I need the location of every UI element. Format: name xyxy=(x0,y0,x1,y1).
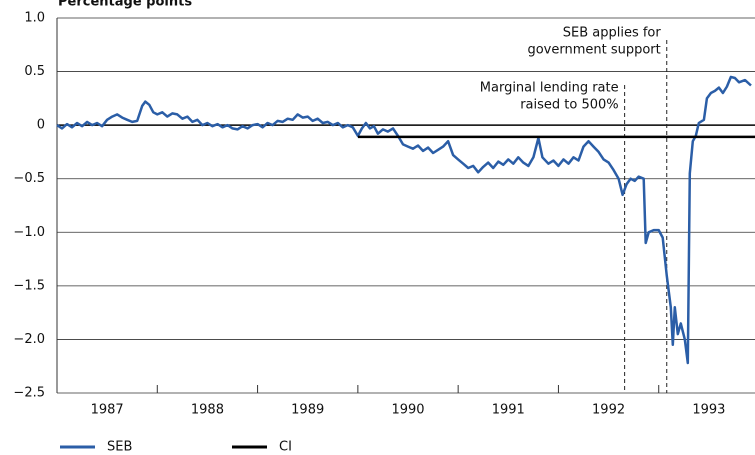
y-tick-label: −1.0 xyxy=(13,225,45,240)
x-tick-label: 1991 xyxy=(492,403,525,418)
y-tick-label: 0.5 xyxy=(24,64,45,79)
x-tick-label: 1993 xyxy=(692,403,725,418)
y-tick-label: −2.0 xyxy=(13,332,45,347)
series-line xyxy=(56,75,752,365)
y-tick-label: −0.5 xyxy=(13,171,45,186)
y-tick-label: 0 xyxy=(37,118,45,133)
y-tick-label: −2.5 xyxy=(13,386,45,401)
legend-label: SEB xyxy=(107,440,132,455)
annotation-text: SEB applies for xyxy=(563,26,662,41)
y-tick-label: −1.5 xyxy=(13,278,45,293)
y-tick-label: 1.0 xyxy=(24,11,45,26)
x-tick-label: 1988 xyxy=(191,403,224,418)
x-tick-label: 1990 xyxy=(391,403,424,418)
legend-label: CI xyxy=(279,440,292,455)
x-tick-label: 1992 xyxy=(592,403,625,418)
annotation-text: Marginal lending rate xyxy=(480,81,619,96)
y-axis-label: Percentage points xyxy=(58,0,192,10)
x-tick-label: 1989 xyxy=(291,403,324,418)
x-tick-label: 1987 xyxy=(91,403,124,418)
annotation-text: government support xyxy=(527,43,660,58)
annotation-text: raised to 500% xyxy=(520,98,618,113)
